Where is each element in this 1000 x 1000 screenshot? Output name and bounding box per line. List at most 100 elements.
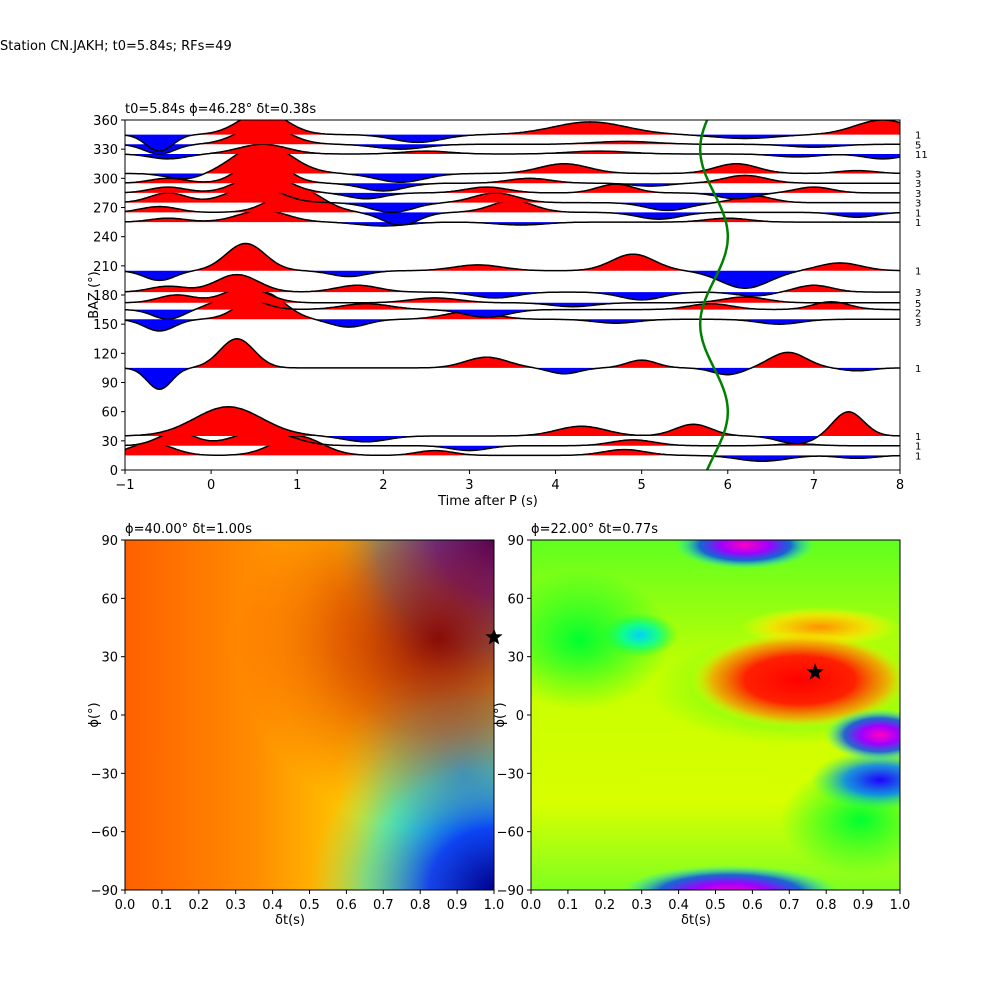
rf-trace-count: 1 — [915, 442, 921, 453]
rf-trace-line — [125, 242, 900, 289]
figure-title: Station CN.JAKH; t0=5.84s; RFs=49 — [0, 39, 232, 54]
rf-trace-count: 1 — [915, 218, 921, 229]
heatmap-y-tick-label: −30 — [497, 767, 524, 782]
heatmap-x-tick-label: 0.9 — [853, 898, 874, 913]
rf-trace-count: 2 — [915, 308, 921, 319]
heatmap-x-tick-label: 0.6 — [336, 898, 357, 913]
rf-trace-positive-fill — [125, 144, 900, 155]
rf-y-tick-label: 120 — [93, 347, 118, 362]
rf-x-tick-label: −1 — [115, 478, 134, 493]
rf-trace-count: 3 — [915, 189, 921, 200]
heatmap-left-title: ϕ=40.00° δt=1.00s — [125, 522, 252, 537]
rf-trace-line — [125, 435, 900, 463]
rf-panel: −1 0 1 2 3 4 5 6 7 8 0306090120150180210240270300… — [87, 102, 928, 509]
heatmap-right-y-ticks: −90 −60 −30 0 30 60 90 — [497, 534, 531, 899]
rf-trace-positive-fill — [125, 292, 900, 320]
heatmap-x-tick-label: 0.1 — [152, 898, 173, 913]
heatmap-x-tick-label: 0.7 — [779, 898, 800, 913]
rf-trace-negative-fill — [125, 144, 900, 155]
rf-y-tick-label: 150 — [93, 318, 118, 333]
rf-x-tick-label: 2 — [379, 478, 387, 493]
heatmap-x-tick-label: 0.5 — [299, 898, 320, 913]
heatmap-x-tick-label: 0.7 — [373, 898, 394, 913]
rf-trace-line — [125, 120, 900, 152]
heatmap-y-tick-label: 30 — [507, 651, 524, 666]
rf-trace-positive-fill — [125, 185, 900, 203]
rf-x-tick-label: 6 — [724, 478, 732, 493]
rf-y-ticks: 0 30 60 90 120 150 180 210 240 270 300 330 360 — [93, 114, 125, 479]
rf-trace-negative-fill — [125, 319, 900, 331]
heatmap-right: 0.0 0.1 0.2 0.3 0.4 0.5 0.6 0.7 0.8 0.9 1.0 −90 −60… — [493, 522, 911, 928]
rf-trace-positive-fill — [125, 435, 900, 456]
heatmap-y-tick-label: 60 — [507, 592, 524, 607]
rf-trace-count: 1 — [915, 267, 921, 278]
heatmap-x-tick-label: 0.0 — [115, 898, 136, 913]
heatmap-x-tick-label: 0.1 — [558, 898, 579, 913]
rf-trace-positive-fill — [125, 287, 900, 303]
heatmap-left-y-label: ϕ(°) — [87, 702, 102, 727]
heatmap-right-best-fit-star — [806, 663, 824, 680]
rf-trace-count: 1 — [915, 432, 921, 443]
rf-y-tick-label: 60 — [101, 406, 118, 421]
rf-y-tick-label: 360 — [93, 114, 118, 129]
heatmap-y-tick-label: 90 — [101, 534, 118, 549]
rf-traces — [125, 120, 900, 470]
rf-x-tick-label: 4 — [551, 478, 559, 493]
rf-y-tick-label: 240 — [93, 231, 118, 246]
rf-trace-negative-fill — [125, 222, 900, 226]
rf-delay-curve — [698, 120, 730, 470]
rf-trace-line — [125, 273, 900, 301]
rf-y-tick-label: 210 — [93, 260, 118, 275]
rf-x-ticks: −1 0 1 2 3 4 5 6 7 8 — [115, 470, 904, 493]
rf-trace-line — [125, 338, 900, 391]
heatmap-left-best-fit-star — [485, 628, 503, 645]
heatmap-y-tick-label: −90 — [497, 884, 524, 899]
rf-y-label: BAZ (°) — [87, 271, 102, 319]
rf-y-tick-label: 300 — [93, 172, 118, 187]
rf-trace-negative-fill — [125, 154, 900, 159]
rf-trace-count: 1 — [915, 451, 921, 462]
heatmap-x-tick-label: 0.0 — [521, 898, 542, 913]
heatmap-right-field — [531, 540, 900, 890]
heatmap-x-tick-label: 0.4 — [262, 898, 283, 913]
rf-trace-line — [125, 406, 900, 445]
rf-trace-count: 3 — [915, 179, 921, 190]
heatmap-x-tick-label: 0.2 — [594, 898, 615, 913]
heatmap-left-x-ticks: 0.0 0.1 0.2 0.3 0.4 0.5 0.6 0.7 0.8 0.9 1.0 — [115, 890, 504, 913]
rf-x-tick-label: 7 — [810, 478, 818, 493]
heatmap-x-tick-label: 1.0 — [890, 898, 911, 913]
heatmap-y-tick-label: 0 — [110, 709, 118, 724]
heatmap-right-title: ϕ=22.00° δt=0.77s — [531, 522, 658, 537]
rf-x-tick-label: 5 — [638, 478, 646, 493]
rf-x-tick-label: 1 — [293, 478, 301, 493]
heatmap-y-tick-label: −60 — [91, 826, 118, 841]
heatmap-x-tick-label: 0.3 — [631, 898, 652, 913]
rf-trace-positive-fill — [125, 120, 900, 135]
rf-trace-count: 3 — [915, 288, 921, 299]
heatmap-y-tick-label: 90 — [507, 534, 524, 549]
rf-panel-title: t0=5.84s ϕ=46.28° δt=0.38s — [125, 102, 316, 117]
rf-trace-positive-fill — [125, 243, 900, 271]
heatmap-x-tick-label: 0.4 — [668, 898, 689, 913]
heatmap-right-y-label: ϕ(°) — [493, 702, 508, 727]
heatmap-left-field — [125, 540, 494, 890]
heatmap-y-tick-label: −90 — [91, 884, 118, 899]
rf-y-tick-label: 0 — [110, 464, 118, 479]
heatmap-x-tick-label: 0.3 — [225, 898, 246, 913]
rf-trace-count: 1 — [915, 364, 921, 375]
heatmap-left: 0.0 0.1 0.2 0.3 0.4 0.5 0.6 0.7 0.8 0.9 1.0 −90 −60… — [87, 522, 504, 928]
rf-trace-count: 3 — [915, 318, 921, 329]
rf-trace-positive-fill — [125, 430, 900, 446]
rf-trace-count: 1 — [915, 131, 921, 142]
heatmap-x-tick-label: 0.5 — [705, 898, 726, 913]
heatmap-x-tick-label: 0.9 — [447, 898, 468, 913]
rf-trace-line — [125, 143, 900, 160]
heatmap-y-tick-label: −30 — [91, 767, 118, 782]
rf-trace-count: 5 — [915, 140, 921, 151]
heatmap-right-x-ticks: 0.0 0.1 0.2 0.3 0.4 0.5 0.6 0.7 0.8 0.9 1.0 — [521, 890, 911, 913]
rf-x-tick-label: 0 — [207, 478, 215, 493]
heatmap-left-y-ticks: −90 −60 −30 0 30 60 90 — [91, 534, 125, 899]
rf-trace-count: 11 — [915, 150, 928, 161]
